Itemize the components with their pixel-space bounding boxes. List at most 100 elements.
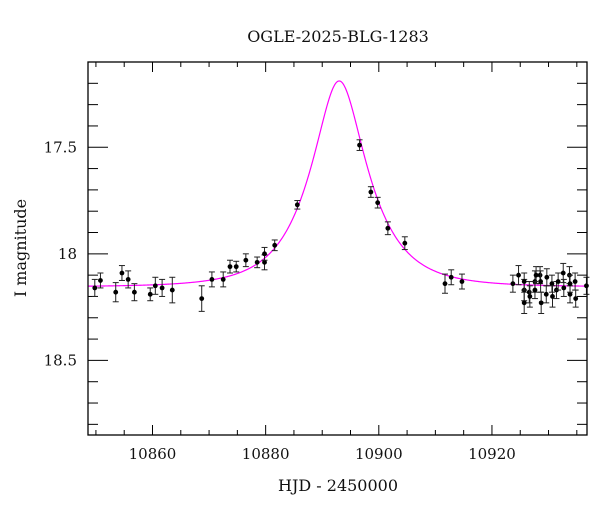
data-point — [515, 265, 522, 286]
data-point — [118, 265, 125, 281]
point-marker — [510, 281, 516, 287]
point-marker — [442, 281, 448, 287]
data-point — [526, 281, 533, 304]
point-marker — [98, 278, 103, 283]
x-axis-title: HJD - 2450000 — [278, 476, 398, 495]
point-marker — [113, 289, 119, 295]
point-marker — [538, 300, 544, 306]
point-marker — [243, 257, 249, 263]
point-marker — [544, 274, 550, 280]
data-point — [572, 289, 579, 308]
point-marker — [254, 259, 260, 265]
point-marker — [543, 291, 549, 297]
point-marker — [573, 296, 579, 301]
data-point — [356, 139, 363, 151]
point-marker — [357, 142, 362, 148]
y-axis-title: I magnitude — [11, 199, 30, 297]
point-marker — [516, 272, 521, 278]
data-point — [261, 246, 268, 261]
data-point — [441, 273, 448, 294]
data-point — [538, 291, 545, 315]
point-marker — [131, 289, 137, 295]
x-tick-label: 10920 — [468, 445, 516, 463]
model-curve-group — [88, 80, 587, 287]
x-tick-label: 10900 — [355, 445, 403, 463]
point-marker — [402, 240, 408, 246]
point-marker — [368, 189, 374, 195]
data-point — [233, 260, 240, 273]
data-point — [526, 285, 533, 308]
point-marker — [125, 277, 131, 282]
point-marker — [92, 285, 98, 291]
data-point — [208, 271, 215, 288]
data-point — [159, 278, 166, 297]
data-point — [521, 272, 528, 291]
data-point — [374, 196, 381, 209]
point-marker — [459, 279, 465, 284]
point-marker — [555, 279, 561, 284]
point-marker — [169, 287, 175, 293]
point-marker — [537, 272, 543, 278]
point-marker — [220, 277, 226, 282]
data-point — [448, 269, 455, 286]
point-marker — [538, 279, 544, 284]
data-point — [198, 285, 205, 312]
point-marker — [152, 283, 158, 289]
point-marker — [567, 281, 573, 287]
point-marker — [572, 279, 578, 284]
point-marker — [526, 289, 532, 295]
data-point — [294, 200, 301, 210]
point-marker — [533, 272, 539, 278]
data-point — [543, 285, 550, 304]
point-marker — [233, 264, 239, 270]
data-point — [549, 285, 556, 308]
x-tick-label: 10880 — [242, 445, 290, 463]
data-point — [548, 274, 555, 293]
data-point — [543, 268, 550, 287]
point-marker — [567, 291, 573, 297]
point-marker — [560, 270, 566, 276]
point-marker — [209, 277, 215, 282]
x-tick-labels: 10860 10880 10900 10920 — [129, 445, 516, 463]
data-point — [152, 276, 159, 295]
y-tick-label: 18.5 — [44, 351, 77, 369]
point-marker — [448, 274, 454, 280]
chart-title: OGLE-2025-BLG-1283 — [247, 27, 429, 46]
point-marker — [521, 300, 527, 306]
point-marker — [294, 202, 300, 208]
data-points-group — [91, 139, 590, 315]
point-marker — [227, 264, 233, 270]
data-point — [560, 278, 567, 297]
y-tick-label: 18 — [58, 245, 77, 263]
data-point — [220, 271, 227, 288]
point-marker — [521, 279, 527, 284]
data-point — [271, 239, 278, 252]
data-point — [227, 259, 234, 274]
point-marker — [561, 285, 567, 291]
point-marker — [199, 296, 205, 301]
point-marker — [527, 294, 533, 299]
point-marker — [119, 270, 125, 276]
point-marker — [385, 225, 391, 231]
data-point — [97, 272, 104, 289]
data-point — [401, 236, 408, 251]
data-point — [131, 283, 138, 302]
data-point — [458, 273, 465, 290]
data-point — [367, 186, 374, 198]
data-point — [147, 287, 154, 302]
data-point — [531, 281, 538, 300]
data-point — [91, 278, 98, 297]
point-marker — [262, 259, 267, 265]
point-marker — [549, 281, 555, 287]
model-curve — [88, 80, 587, 287]
data-point — [521, 291, 528, 315]
data-point — [242, 253, 249, 268]
point-marker — [375, 200, 381, 206]
data-point — [125, 270, 132, 289]
data-point — [567, 274, 574, 293]
point-marker — [159, 285, 165, 291]
axis-ticks — [88, 61, 587, 435]
data-point — [555, 272, 562, 291]
data-point — [384, 221, 391, 236]
x-tick-label: 10860 — [129, 445, 177, 463]
